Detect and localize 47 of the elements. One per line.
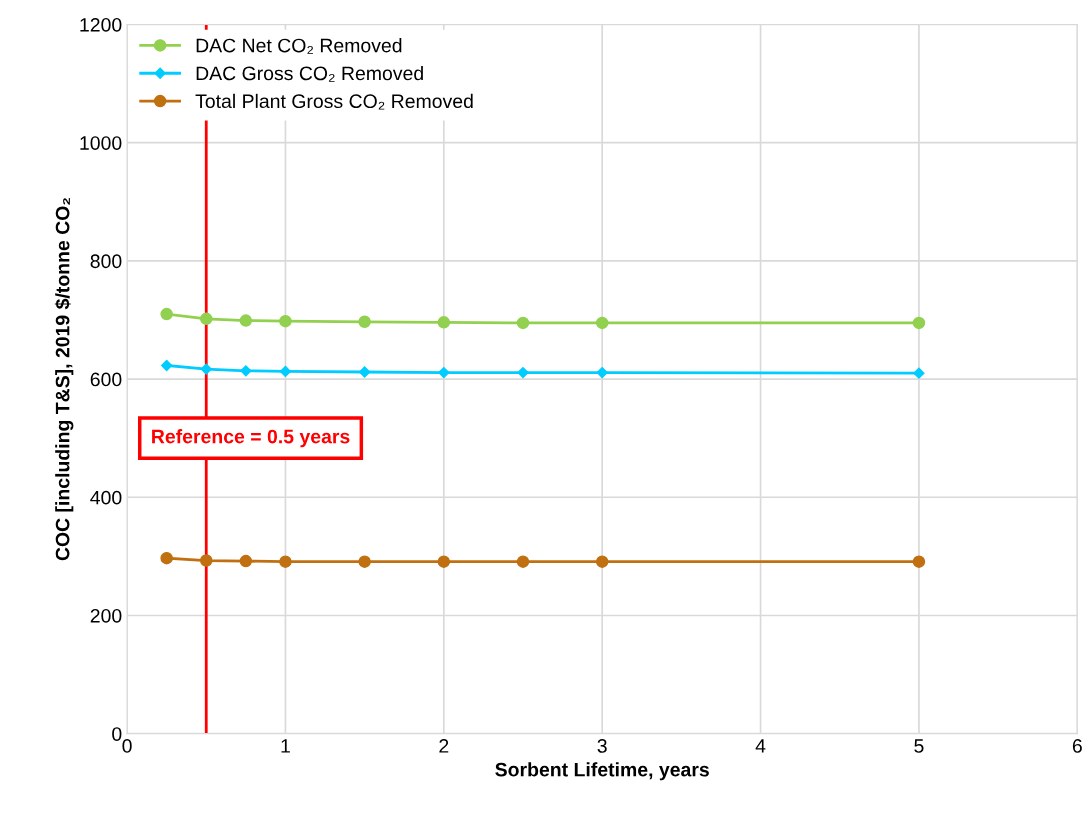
point [160, 551, 173, 565]
point [595, 316, 609, 330]
legend-label: DAC Net CO₂ Removed [196, 38, 402, 54]
point [437, 316, 451, 329]
point [595, 555, 609, 568]
point [596, 366, 608, 379]
point [358, 315, 371, 329]
x-axis-title: Sorbent Lifetime, years [495, 762, 709, 781]
point [359, 366, 371, 378]
point [279, 365, 292, 378]
point [199, 312, 213, 326]
legend-label: DAC Gross CO₂ Removed [196, 65, 423, 82]
ref-line-label: Reference = 0.5 years [152, 429, 350, 448]
y-tick-label: 200 [90, 608, 122, 623]
y-tick-label: 400 [90, 490, 122, 505]
y-tick-label: 1200 [80, 17, 122, 32]
point [160, 307, 173, 321]
y-tick-label: 800 [90, 254, 122, 269]
point [199, 554, 213, 567]
x-tick-label: 3 [597, 739, 607, 753]
y-tick-label: 600 [90, 372, 122, 387]
y-tick-label: 0 [112, 727, 122, 741]
x-tick-label: 0 [122, 739, 132, 753]
point [239, 554, 253, 568]
point [161, 359, 173, 372]
point [516, 555, 530, 568]
x-tick-label: 6 [1072, 739, 1082, 753]
x-tick-label: 2 [439, 739, 449, 753]
point [912, 555, 926, 568]
point [358, 555, 371, 568]
point [516, 316, 530, 330]
point [517, 366, 529, 379]
point [437, 555, 451, 568]
x-tick-label: 5 [914, 739, 924, 753]
x-tick-label: 1 [281, 739, 290, 753]
point [279, 555, 292, 568]
x-tick-label: 4 [755, 739, 766, 753]
y-axis-title: COC [including T&S], 2019 $/tonne CO₂ [54, 198, 74, 561]
point [913, 367, 925, 379]
point [912, 316, 926, 330]
point [239, 314, 253, 327]
legend-label: Total Plant Gross CO₂ Removed [195, 93, 473, 110]
point [438, 366, 450, 379]
point [279, 314, 292, 328]
y-tick-label: 1000 [80, 136, 122, 150]
point [200, 363, 212, 375]
point [240, 365, 252, 377]
